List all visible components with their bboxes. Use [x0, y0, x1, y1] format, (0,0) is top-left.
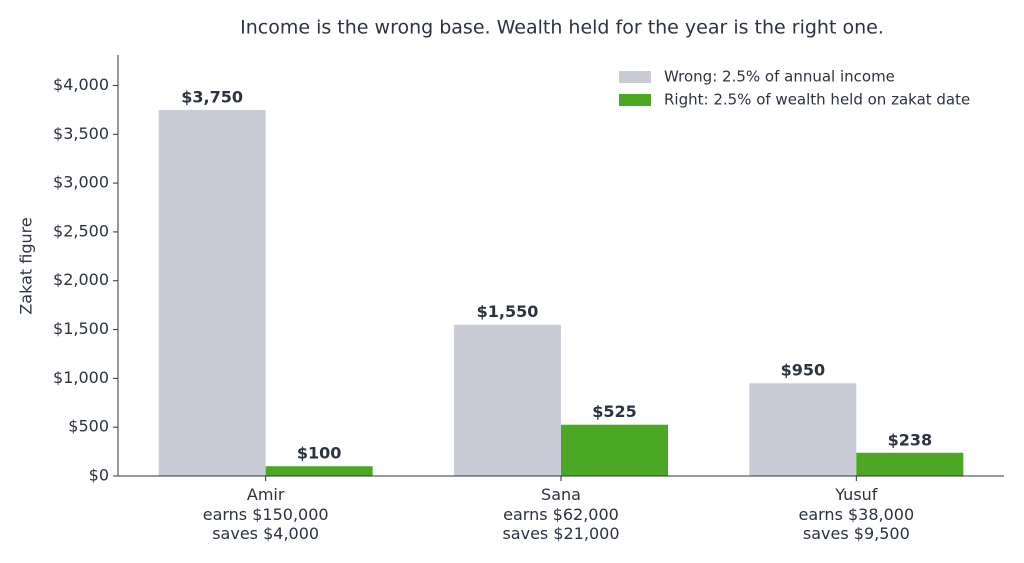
- bar: [454, 324, 561, 476]
- value-label: $950: [781, 361, 826, 380]
- y-tick-label: $1,500: [53, 319, 109, 338]
- y-tick-label: $0: [89, 466, 109, 485]
- y-tick-label: $2,000: [53, 270, 109, 289]
- value-label: $3,750: [181, 87, 243, 106]
- y-tick-label: $4,000: [53, 75, 109, 94]
- y-tick-label: $1,000: [53, 368, 109, 387]
- y-tick-label: $3,000: [53, 173, 109, 192]
- legend-swatch: [619, 94, 651, 106]
- x-tick-label: Amir earns $150,000 saves $4,000: [202, 485, 329, 543]
- y-tick-label: $3,500: [53, 124, 109, 143]
- bar: [561, 424, 668, 476]
- value-label: $238: [888, 430, 933, 449]
- x-tick-label: Sana earns $62,000 saves $21,000: [502, 485, 620, 543]
- y-tick-label: $2,500: [53, 221, 109, 240]
- x-tick-label: Yusuf earns $38,000 saves $9,500: [798, 485, 915, 543]
- bar: [158, 109, 266, 476]
- legend-label: Wrong: 2.5% of annual income: [664, 68, 895, 86]
- value-label: $100: [297, 444, 342, 463]
- value-label: $1,550: [477, 302, 539, 321]
- bar: [749, 383, 857, 476]
- value-label: $525: [592, 402, 637, 421]
- legend-swatch: [619, 71, 651, 83]
- bar: [856, 452, 964, 476]
- chart-title: Income is the wrong base. Wealth held fo…: [240, 17, 884, 39]
- bar: [265, 466, 373, 476]
- y-axis-label: Zakat figure: [17, 217, 36, 314]
- y-tick-label: $500: [68, 417, 109, 436]
- legend-label: Right: 2.5% of wealth held on zakat date: [664, 91, 970, 109]
